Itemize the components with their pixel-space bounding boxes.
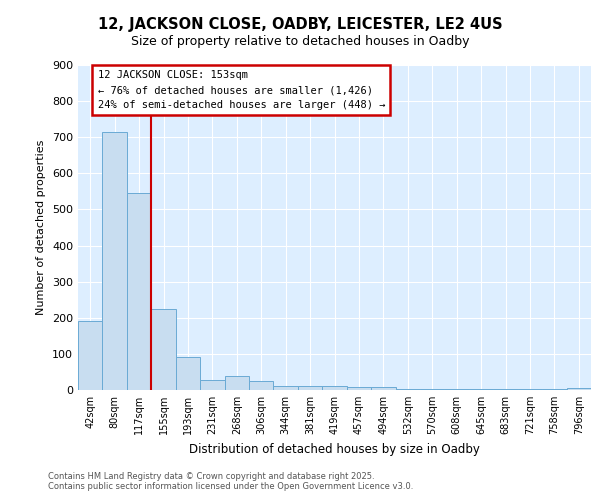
Text: Size of property relative to detached houses in Oadby: Size of property relative to detached ho… [131, 35, 469, 48]
Bar [322, 386, 347, 390]
Bar [78, 322, 103, 390]
Bar [127, 193, 151, 390]
Text: Contains HM Land Registry data © Crown copyright and database right 2025.
Contai: Contains HM Land Registry data © Crown c… [48, 472, 413, 491]
Bar [420, 389, 445, 390]
Text: 12, JACKSON CLOSE, OADBY, LEICESTER, LE2 4US: 12, JACKSON CLOSE, OADBY, LEICESTER, LE2… [98, 18, 502, 32]
Bar [371, 387, 395, 390]
Bar [151, 308, 176, 390]
Bar [176, 357, 200, 390]
Bar [249, 381, 274, 390]
Bar [347, 387, 371, 390]
Text: 12 JACKSON CLOSE: 153sqm
← 76% of detached houses are smaller (1,426)
24% of sem: 12 JACKSON CLOSE: 153sqm ← 76% of detach… [98, 70, 385, 110]
Y-axis label: Number of detached properties: Number of detached properties [37, 140, 46, 315]
Bar [103, 132, 127, 390]
Bar [224, 376, 249, 390]
Bar [298, 386, 322, 390]
Bar [395, 388, 420, 390]
Bar [200, 380, 224, 390]
X-axis label: Distribution of detached houses by size in Oadby: Distribution of detached houses by size … [189, 442, 480, 456]
Bar [274, 386, 298, 390]
Bar [566, 388, 591, 390]
